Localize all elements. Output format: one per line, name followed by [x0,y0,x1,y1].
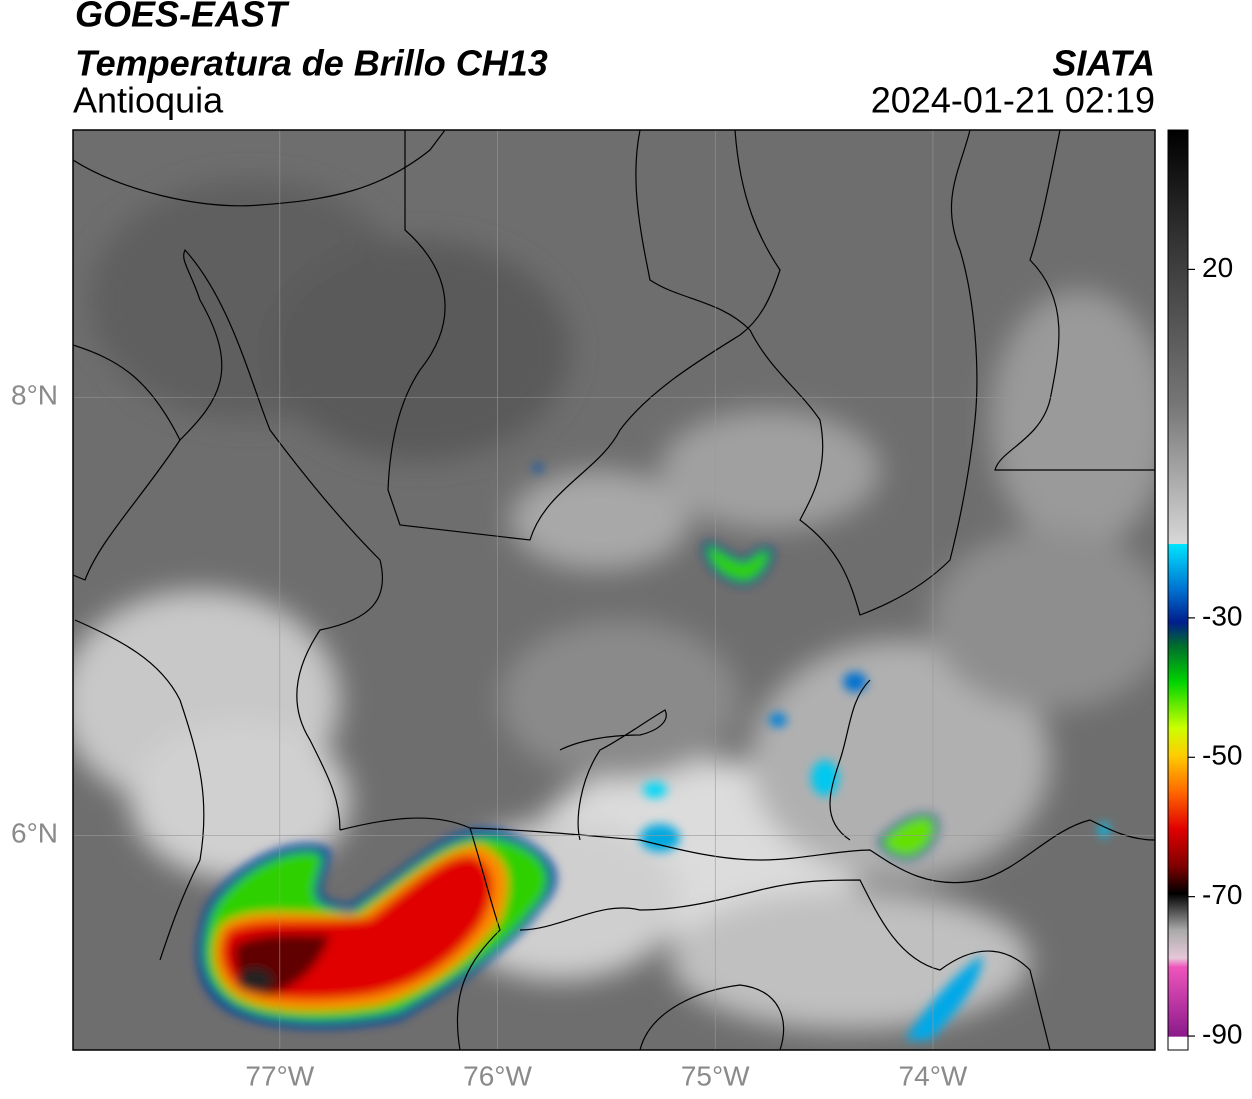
colorbar-tick-label: -90 [1202,1018,1242,1049]
lat-tick-label: 8°N [11,380,58,411]
lon-tick-label: 76°W [463,1060,532,1091]
storm [197,464,1109,1040]
colorbar-tick-label: -30 [1202,600,1242,631]
subtitle: Temperatura de Brillo CH13 [75,43,548,84]
colorbar-tick-label: 20 [1202,252,1233,283]
region: Antioquia [73,80,224,121]
lon-tick-label: 74°W [899,1060,968,1091]
admin-borders [73,130,1155,1050]
lon-tick-label: 77°W [245,1060,314,1091]
timestamp: 2024-01-21 02:19 [871,80,1155,121]
map-frame [72,129,1156,1051]
lon-tick-label: 75°W [681,1060,750,1091]
colorbar [1167,129,1189,1051]
colorbar-tick-label: -50 [1202,740,1242,771]
gridlines [73,130,1155,1050]
colorbar-tick-label: -70 [1202,879,1242,910]
agency: SIATA [1052,43,1155,84]
map-area [73,130,1155,1050]
title: GOES-EAST [75,0,290,35]
lat-tick-label: 6°N [11,818,58,849]
